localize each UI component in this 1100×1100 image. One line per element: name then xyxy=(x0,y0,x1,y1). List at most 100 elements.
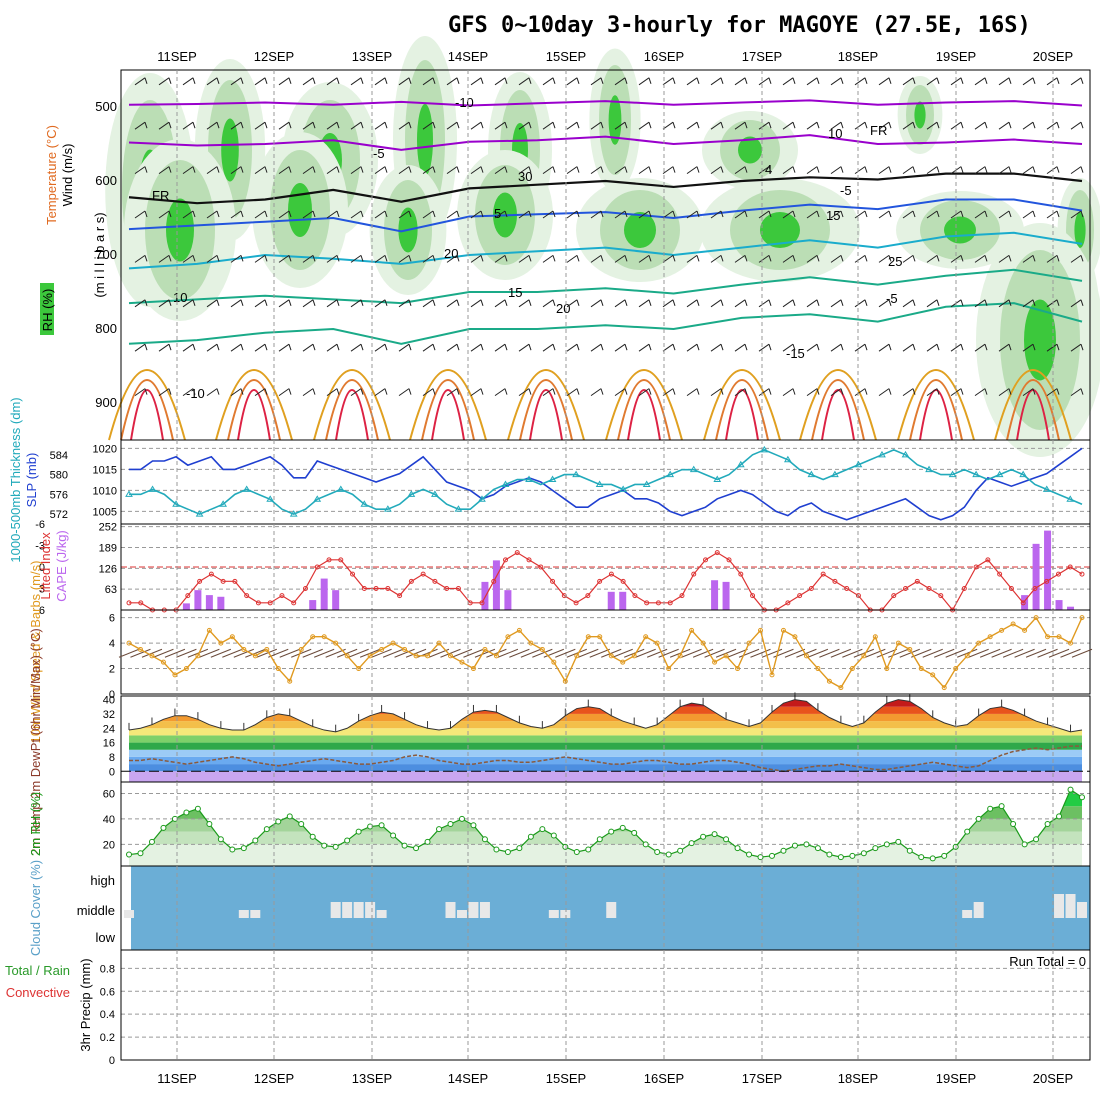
wind-barb xyxy=(830,77,844,86)
rh-point xyxy=(344,837,351,844)
wind-barb xyxy=(979,648,1001,658)
wind-barb xyxy=(470,121,484,130)
wind-barb xyxy=(254,210,268,219)
wind-barb xyxy=(422,166,436,175)
wind-barb xyxy=(998,343,1012,352)
rh-point xyxy=(895,838,902,845)
rh-point xyxy=(332,843,339,850)
wind-barb xyxy=(422,254,436,263)
wind-barb xyxy=(518,254,532,263)
wind-point xyxy=(643,634,649,640)
li-point xyxy=(1055,571,1061,577)
wind-barb xyxy=(998,388,1012,397)
data-point xyxy=(595,480,604,487)
y-tick-label: 0 xyxy=(109,689,115,701)
wind-point xyxy=(895,640,901,646)
wind-barb xyxy=(374,166,388,175)
temp-band xyxy=(129,764,1082,772)
li-point xyxy=(373,586,379,591)
wind-barb xyxy=(336,648,358,658)
li-point xyxy=(538,564,544,570)
rh-point xyxy=(401,842,408,849)
wind-barb xyxy=(806,121,820,130)
rh-point xyxy=(1067,786,1074,793)
wind-barb xyxy=(206,166,220,175)
data-point xyxy=(525,475,533,483)
wind-point xyxy=(1022,627,1028,633)
wind-barb xyxy=(974,254,988,263)
rh-point xyxy=(252,837,259,844)
wind-barb xyxy=(206,77,220,86)
li-point xyxy=(185,593,191,599)
rh-point xyxy=(780,847,787,854)
wind-barb xyxy=(374,77,388,86)
wind-barb xyxy=(590,166,604,175)
x-tick-label: 12SEP xyxy=(254,1071,294,1086)
wind-barb xyxy=(254,343,268,352)
wind-barb xyxy=(374,254,388,263)
wind-point xyxy=(930,672,936,678)
wind-barb xyxy=(566,299,580,308)
data-point xyxy=(901,450,910,458)
wind-barb xyxy=(974,210,988,219)
wind-barb xyxy=(590,388,604,397)
cape-bar xyxy=(194,590,202,610)
temp-band xyxy=(129,728,1082,736)
wind-barb xyxy=(446,210,460,219)
wind-barb xyxy=(902,343,916,352)
rh-point xyxy=(263,826,270,833)
rh-point xyxy=(298,821,305,827)
wind-barb xyxy=(130,648,151,658)
wind-barb xyxy=(302,648,323,658)
y-axis-label: 3hr Precip (mm) xyxy=(78,958,93,1051)
wind-barb xyxy=(134,388,148,397)
wind-barb xyxy=(578,648,599,658)
y-axis-label: Wind (m/s) xyxy=(60,144,75,207)
wind-point xyxy=(712,659,718,665)
wind-barb xyxy=(326,254,340,263)
x-tick-label: 17SEP xyxy=(742,49,782,64)
wind-barb xyxy=(710,121,724,130)
rh-point xyxy=(941,852,948,859)
wind-barb xyxy=(662,121,676,130)
wind-barb xyxy=(878,121,892,130)
cloud-bar xyxy=(456,910,467,918)
li-point xyxy=(197,578,203,584)
li-point xyxy=(220,578,226,584)
wind-barb xyxy=(1070,299,1084,308)
wind-barb xyxy=(314,648,335,658)
wind-barb xyxy=(1071,648,1093,658)
wind-barb xyxy=(1070,121,1084,130)
wind-barb xyxy=(302,210,316,219)
data-point xyxy=(642,480,651,487)
rh-point xyxy=(918,854,925,861)
wind-barb xyxy=(902,121,916,130)
wind-barb xyxy=(854,343,868,352)
y-tick-label: 500 xyxy=(95,99,117,114)
contour-label: -5 xyxy=(840,183,852,198)
wind-barb xyxy=(1070,388,1084,397)
wind-barb xyxy=(614,121,628,130)
wind-barb xyxy=(830,166,844,175)
cloud-bar xyxy=(342,902,353,918)
contour-label: 30 xyxy=(518,169,532,184)
wind-barb xyxy=(518,77,532,86)
rh-contour-fill xyxy=(760,212,800,248)
wind-barb xyxy=(934,648,955,658)
li-point xyxy=(903,586,909,591)
data-point xyxy=(501,480,510,487)
wind-barb xyxy=(470,77,484,86)
series-line xyxy=(129,447,1083,521)
wind-barb xyxy=(230,166,244,175)
y-axis-label: 1000-500mb Thickness (dm) xyxy=(8,397,23,562)
wind-point xyxy=(976,640,982,646)
wind-barb xyxy=(686,388,700,397)
wind-point xyxy=(746,640,752,646)
wind-barb xyxy=(326,121,340,130)
rh-point xyxy=(849,852,856,859)
wind-barb xyxy=(590,210,604,219)
y-tick-label: 1020 xyxy=(93,443,117,455)
wind-point xyxy=(758,627,764,633)
wind-barb xyxy=(254,121,268,130)
rh-point xyxy=(539,826,546,833)
